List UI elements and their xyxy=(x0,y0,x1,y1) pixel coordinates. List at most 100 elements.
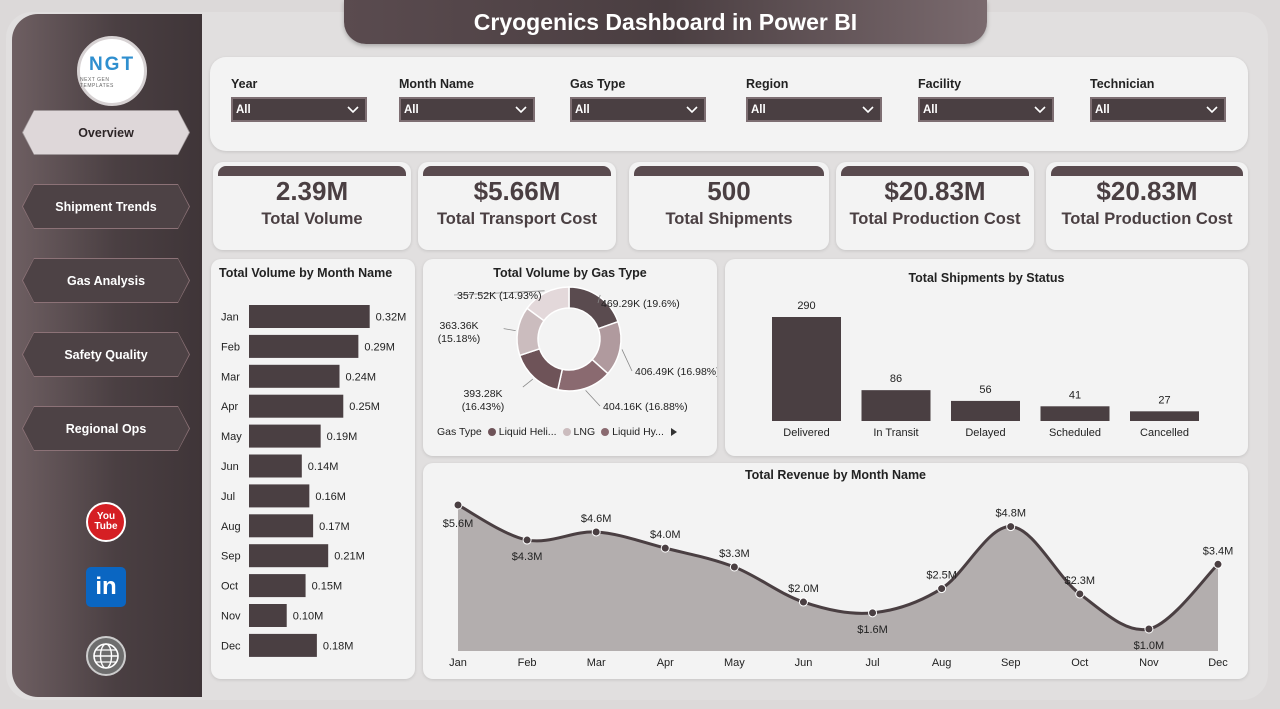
kpi-header-bar xyxy=(841,166,1029,176)
data-point xyxy=(1075,589,1085,599)
bar-value-label: 0.14M xyxy=(308,461,339,473)
area-fill xyxy=(458,505,1218,651)
bar-category-label: Scheduled xyxy=(1049,427,1101,439)
bar-category-label: Delivered xyxy=(783,427,829,439)
bar-value-label: 0.17M xyxy=(319,521,350,533)
bar-category-label: Jul xyxy=(221,491,235,503)
kpi-label: Total Production Cost xyxy=(1061,210,1233,228)
legend-item[interactable]: Liquid Hy... xyxy=(601,426,664,438)
bar-value-label: 0.16M xyxy=(315,491,346,503)
legend-next-arrow-icon[interactable] xyxy=(670,427,678,437)
x-tick-label: Feb xyxy=(518,657,537,669)
kpi-header-bar xyxy=(218,166,406,176)
company-logo[interactable]: NGT NEXT GEN TEMPLATES xyxy=(77,36,147,106)
slice-label: 363.36K (15.18%) xyxy=(438,320,481,345)
bar-category-label: Nov xyxy=(221,611,241,623)
bar-value-label: 56 xyxy=(979,384,991,396)
chevron-down-icon xyxy=(1206,105,1218,113)
youtube-icon[interactable]: You Tube xyxy=(86,502,126,542)
chevron-down-icon xyxy=(862,105,874,113)
donut-slice xyxy=(526,286,570,322)
kpi-header-bar xyxy=(1051,166,1243,176)
data-point xyxy=(937,584,947,594)
revenue-by-month-chart[interactable]: $5.6M Jan $4.3M Feb $4.6M Mar $4.0M Apr $3.3M May… xyxy=(423,483,1248,679)
bar xyxy=(249,364,340,388)
nav-safety-quality-button[interactable]: Safety Quality xyxy=(22,332,190,377)
nav-overview-button[interactable]: Overview xyxy=(22,110,190,155)
chart-title: Total Revenue by Month Name xyxy=(744,468,927,482)
filter-label: Facility xyxy=(918,77,962,91)
youtube-text-2: Tube xyxy=(94,521,118,532)
bar xyxy=(249,514,314,538)
kpi-value: $20.83M xyxy=(1096,176,1198,206)
year-dropdown[interactable]: All xyxy=(231,97,367,122)
bar-value-label: 0.18M xyxy=(323,640,354,652)
x-tick-label: Aug xyxy=(932,657,952,669)
kpi-label: Total Production Cost xyxy=(849,210,1021,228)
gas-type-dropdown[interactable]: All xyxy=(570,97,706,122)
bar-value-label: 0.15M xyxy=(312,581,343,593)
data-point xyxy=(453,500,463,510)
x-tick-label: Oct xyxy=(1071,657,1088,669)
kpi-header-bar xyxy=(423,166,611,176)
bar xyxy=(249,484,310,508)
kpi-card-total-volume: 2.39M Total Volume xyxy=(213,162,411,250)
dropdown-value: All xyxy=(236,103,251,116)
data-point xyxy=(591,527,601,537)
kpi-header-bar xyxy=(634,166,824,176)
chart-title: Total Volume by Gas Type xyxy=(493,266,647,280)
bar-category-label: Feb xyxy=(221,341,240,353)
filter-label: Month Name xyxy=(399,77,474,91)
revenue-by-month-card: Total Revenue by Month Name $5.6M Jan $4.3… xyxy=(423,463,1248,679)
data-label: $4.3M xyxy=(512,551,543,563)
linkedin-icon[interactable]: in xyxy=(86,567,126,607)
data-point xyxy=(729,562,739,572)
bar-value-label: 0.24M xyxy=(346,371,377,383)
nav-label: Gas Analysis xyxy=(23,259,189,302)
dropdown-value: All xyxy=(575,103,590,116)
legend-item[interactable]: Liquid Heli... xyxy=(487,426,557,438)
kpi-label: Total Shipments xyxy=(665,210,793,228)
nav-regional-ops-button[interactable]: Regional Ops xyxy=(22,406,190,451)
nav-shipment-trends-button[interactable]: Shipment Trends xyxy=(22,184,190,229)
legend-label: LNG xyxy=(573,426,596,438)
kpi-value: 500 xyxy=(707,176,751,206)
kpi-label: Total Transport Cost xyxy=(436,210,598,228)
kpi-card-total-shipments: 500 Total Shipments xyxy=(629,162,829,250)
data-label: $4.0M xyxy=(650,529,681,541)
technician-dropdown[interactable]: All xyxy=(1090,97,1226,122)
linkedin-text: in xyxy=(95,573,117,600)
x-tick-label: Jan xyxy=(449,657,467,669)
bar-category-label: Aug xyxy=(221,521,241,533)
volume-by-month-chart[interactable]: Jan 0.32M Feb 0.29M Mar 0.24M Apr 0.25M May 0.19M… xyxy=(211,295,415,695)
data-label: $2.5M xyxy=(926,570,957,582)
region-dropdown[interactable]: All xyxy=(746,97,882,122)
bar xyxy=(249,394,344,418)
volume-by-gas-type-chart[interactable]: 469.29K (19.6%) 406.49K (16.98%) 404.16K (… xyxy=(423,285,717,435)
bar-value-label: 27 xyxy=(1158,394,1170,406)
x-tick-label: Nov xyxy=(1139,657,1159,669)
bar-value-label: 0.32M xyxy=(376,312,407,324)
logo-subtext: NEXT GEN TEMPLATES xyxy=(80,76,114,89)
bar xyxy=(772,317,841,421)
bar xyxy=(249,454,302,478)
bar-value-label: 0.19M xyxy=(327,431,358,443)
nav-gas-analysis-button[interactable]: Gas Analysis xyxy=(22,258,190,303)
bar-category-label: Mar xyxy=(221,371,240,383)
bar-category-label: Delayed xyxy=(965,427,1005,439)
month-name-dropdown[interactable]: All xyxy=(399,97,535,122)
x-tick-label: Jul xyxy=(866,657,880,669)
filter-technician: Technician All xyxy=(1090,77,1226,122)
globe-icon[interactable] xyxy=(86,636,126,676)
data-point xyxy=(1144,624,1154,634)
data-label: $4.6M xyxy=(581,513,612,525)
bar xyxy=(249,633,317,657)
filter-panel: Year All Month Name All Gas Type All Reg… xyxy=(210,57,1248,151)
data-label: $3.4M xyxy=(1203,545,1234,557)
filter-year: Year All xyxy=(231,77,367,122)
donut-slice xyxy=(518,347,564,391)
legend-item[interactable]: LNG xyxy=(562,426,596,438)
shipments-by-status-chart[interactable]: 290 Delivered 86 In Transit 56 Delayed 41 Sched… xyxy=(725,291,1248,451)
facility-dropdown[interactable]: All xyxy=(918,97,1054,122)
filter-label: Region xyxy=(746,77,789,91)
